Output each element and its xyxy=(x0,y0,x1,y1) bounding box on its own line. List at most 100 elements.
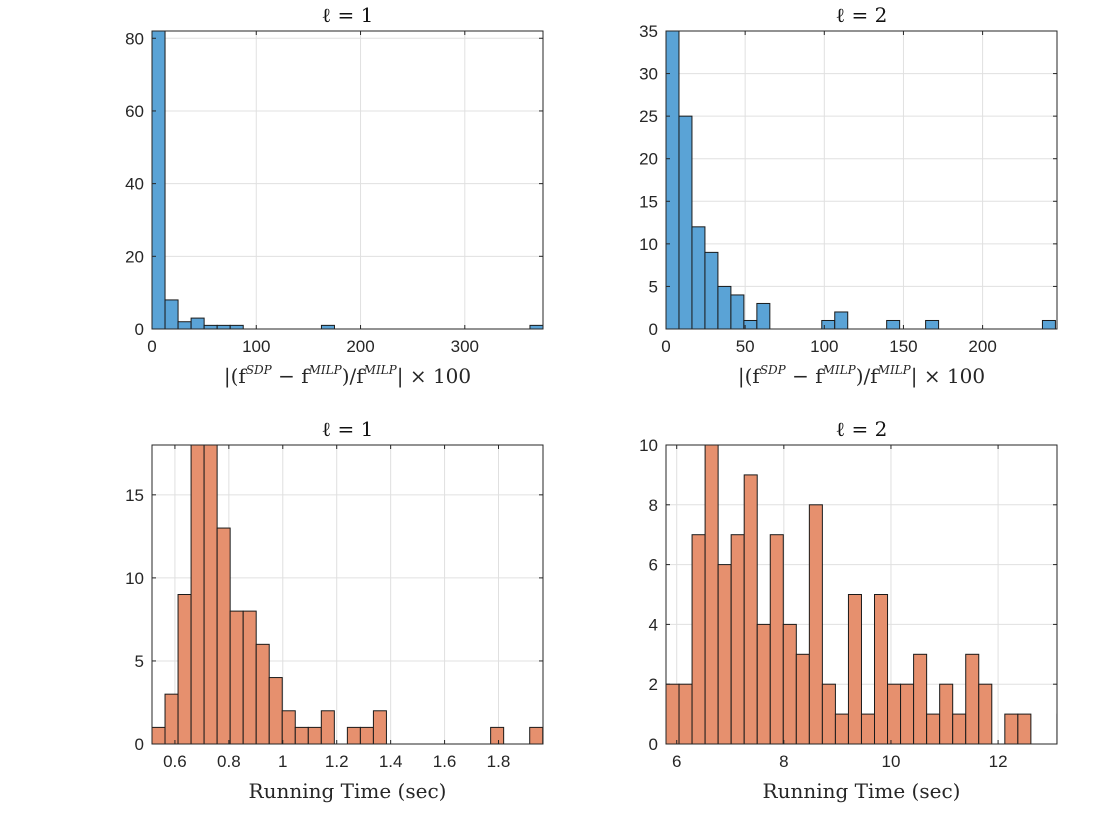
chart-bottom-left-xtick-label-5: 1.6 xyxy=(433,752,457,771)
chart-top-right-ytick-label-4: 20 xyxy=(639,150,658,169)
chart-bottom-left-ytick-label-0: 0 xyxy=(135,735,144,754)
chart-bottom-left-bar-6 xyxy=(229,610,244,745)
chart-bottom-right-ytick-label-1: 2 xyxy=(649,675,658,694)
chart-bottom-right-xtick-label-2: 10 xyxy=(881,752,900,771)
chart-bottom-left-bar-1 xyxy=(164,693,179,745)
chart-top-left-bar-5 xyxy=(216,324,231,330)
chart-bottom-right-bar-9 xyxy=(782,623,797,745)
chart-bottom-left-bar-9 xyxy=(268,677,283,745)
chart-bottom-right-xlabel: Running Time (sec) xyxy=(763,779,961,803)
chart-top-left-bar-1 xyxy=(164,299,179,330)
chart-bottom-left-bar-12 xyxy=(307,726,322,745)
chart-bottom-right-bar-1 xyxy=(678,683,693,745)
chart-bottom-left-bar-17 xyxy=(372,710,387,745)
chart-top-left: 0 100 200 300 0 20 40 60 80 ℓ = 1 |(fSDP − fMILP)/… xyxy=(125,3,544,389)
chart-bottom-right-bar-16 xyxy=(874,594,889,745)
chart-bottom-left: 0.6 0.8 1 1.2 1.4 1.6 1.8 0 5 10 15 ℓ = 1 Running Ti… xyxy=(125,417,544,803)
chart-bottom-right-bar-22 xyxy=(952,713,967,745)
chart-top-left-bar-2 xyxy=(177,321,192,330)
chart-top-right-ytick-label-5: 25 xyxy=(639,107,658,126)
chart-bottom-left-xtick-label-1: 0.8 xyxy=(217,752,241,771)
chart-top-right-bar-6 xyxy=(743,319,758,330)
chart-top-right-ytick-label-7: 35 xyxy=(639,22,658,41)
chart-top-right-ytick-label-1: 5 xyxy=(649,277,658,296)
chart-top-right-bar-13 xyxy=(834,311,849,330)
chart-top-right-bar-5 xyxy=(730,294,745,330)
chart-top-right-bar-4 xyxy=(717,285,732,330)
chart-bottom-right-bar-4 xyxy=(717,564,732,745)
chart-bottom-right-bar-5 xyxy=(730,534,745,745)
chart-top-left-axes-box xyxy=(151,30,544,330)
chart-bottom-right-xtick-label-1: 8 xyxy=(779,752,788,771)
chart-bottom-right-xtick-label-0: 6 xyxy=(672,752,681,771)
chart-bottom-right-ytick-label-5: 10 xyxy=(639,436,658,455)
chart-top-right-xtick-label-2: 100 xyxy=(810,337,838,356)
chart-bottom-right-bar-13 xyxy=(834,713,849,745)
chart-top-left-bar-6 xyxy=(229,324,244,330)
chart-top-right-bar-20 xyxy=(925,319,940,330)
chart-top-right-bar-7 xyxy=(756,302,771,330)
chart-top-left-plot-area xyxy=(152,31,543,329)
chart-bottom-right-bar-27 xyxy=(1017,713,1032,745)
chart-top-right-axes-box xyxy=(665,30,1058,330)
chart-top-right-bar-2 xyxy=(691,226,706,330)
chart-bottom-left-bar-4 xyxy=(203,444,218,745)
chart-bottom-right-bar-26 xyxy=(1004,713,1019,745)
chart-top-right-ytick-label-0: 0 xyxy=(649,320,658,339)
chart-bottom-left-bar-5 xyxy=(216,527,231,745)
chart-bottom-right: 6 8 10 12 0 2 4 6 8 10 ℓ = 2 Running Time (sec) xyxy=(639,417,1058,803)
chart-bottom-right-xtick-label-3: 12 xyxy=(989,752,1008,771)
chart-bottom-right-axes-box xyxy=(665,444,1058,745)
chart-top-left-xlabel: |(fSDP − fMILP)/fMILP| × 100 xyxy=(224,363,471,389)
chart-bottom-left-xlabel: Running Time (sec) xyxy=(249,779,447,803)
chart-top-left-ytick-label-3: 60 xyxy=(125,102,144,121)
chart-bottom-right-bar-24 xyxy=(978,683,993,745)
chart-bottom-right-ytick-label-2: 4 xyxy=(649,615,658,634)
chart-bottom-right-bar-21 xyxy=(939,683,954,745)
chart-bottom-left-xtick-label-4: 1.4 xyxy=(379,752,403,771)
chart-bottom-left-ytick-label-2: 10 xyxy=(125,569,144,588)
chart-top-left-title: ℓ = 1 xyxy=(322,3,374,27)
chart-bottom-left-bar-2 xyxy=(177,594,192,745)
chart-top-right-bar-12 xyxy=(821,319,836,330)
chart-bottom-left-bar-13 xyxy=(320,710,335,745)
chart-top-left-xtick-label-2: 200 xyxy=(346,337,374,356)
chart-bottom-right-bar-20 xyxy=(926,713,941,745)
chart-bottom-left-bar-10 xyxy=(281,710,296,745)
chart-bottom-right-bar-19 xyxy=(913,653,928,745)
chart-top-left-bar-13 xyxy=(320,324,335,330)
chart-bottom-left-xtick-label-3: 1.2 xyxy=(325,752,349,771)
chart-top-left-xtick-label-0: 0 xyxy=(147,337,156,356)
chart-bottom-right-ytick-label-4: 8 xyxy=(649,496,658,515)
chart-bottom-right-bar-23 xyxy=(965,653,980,745)
chart-bottom-left-bar-29 xyxy=(529,726,544,745)
chart-bottom-left-bar-26 xyxy=(490,726,505,745)
chart-top-left-ytick-label-0: 0 xyxy=(135,320,144,339)
chart-top-left-xtick-label-3: 300 xyxy=(451,337,479,356)
chart-top-right-ytick-label-2: 10 xyxy=(639,235,658,254)
chart-bottom-left-bar-8 xyxy=(255,643,270,745)
chart-bottom-right-bar-14 xyxy=(847,594,862,745)
chart-top-left-xtick-label-1: 100 xyxy=(242,337,270,356)
chart-bottom-right-bar-3 xyxy=(704,444,719,745)
chart-top-right-bar-29 xyxy=(1041,319,1056,330)
chart-top-right-bar-0 xyxy=(665,30,680,330)
chart-top-right-ytick-label-3: 15 xyxy=(639,192,658,211)
chart-bottom-right-bar-6 xyxy=(743,474,758,745)
chart-bottom-left-title: ℓ = 1 xyxy=(322,417,374,441)
chart-bottom-left-bar-3 xyxy=(190,444,205,745)
chart-top-right-bar-1 xyxy=(678,115,693,330)
chart-bottom-left-ytick-label-3: 15 xyxy=(125,486,144,505)
chart-bottom-left-bar-16 xyxy=(359,726,374,745)
chart-bottom-right-bar-11 xyxy=(808,504,823,745)
chart-bottom-right-bar-2 xyxy=(691,534,706,745)
chart-bottom-left-ytick-label-1: 5 xyxy=(135,652,144,671)
chart-bottom-right-title: ℓ = 2 xyxy=(836,417,888,441)
chart-bottom-right-bar-10 xyxy=(795,653,810,745)
chart-bottom-left-bar-11 xyxy=(294,726,309,745)
chart-bottom-left-bar-7 xyxy=(242,610,257,745)
chart-top-left-bar-3 xyxy=(190,317,205,330)
chart-bottom-right-ytick-label-0: 0 xyxy=(649,735,658,754)
chart-top-right-bar-3 xyxy=(704,251,719,330)
